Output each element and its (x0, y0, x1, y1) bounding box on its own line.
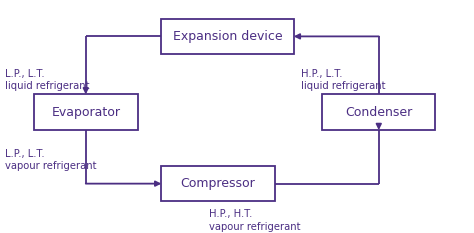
Text: Expansion device: Expansion device (173, 30, 283, 43)
Text: Evaporator: Evaporator (51, 106, 120, 119)
FancyBboxPatch shape (322, 94, 436, 130)
FancyBboxPatch shape (161, 166, 275, 202)
FancyBboxPatch shape (161, 19, 294, 54)
Text: Condenser: Condenser (345, 106, 412, 119)
Text: H.P., L.T.
liquid refrigerant: H.P., L.T. liquid refrigerant (301, 69, 385, 91)
Text: L.P., L.T.
liquid refrigerant: L.P., L.T. liquid refrigerant (5, 69, 90, 91)
FancyBboxPatch shape (34, 94, 138, 130)
Text: L.P., L.T.
vapour refrigerant: L.P., L.T. vapour refrigerant (5, 149, 97, 171)
Text: Compressor: Compressor (181, 177, 255, 190)
Text: H.P., H.T.
vapour refrigerant: H.P., H.T. vapour refrigerant (209, 209, 300, 232)
